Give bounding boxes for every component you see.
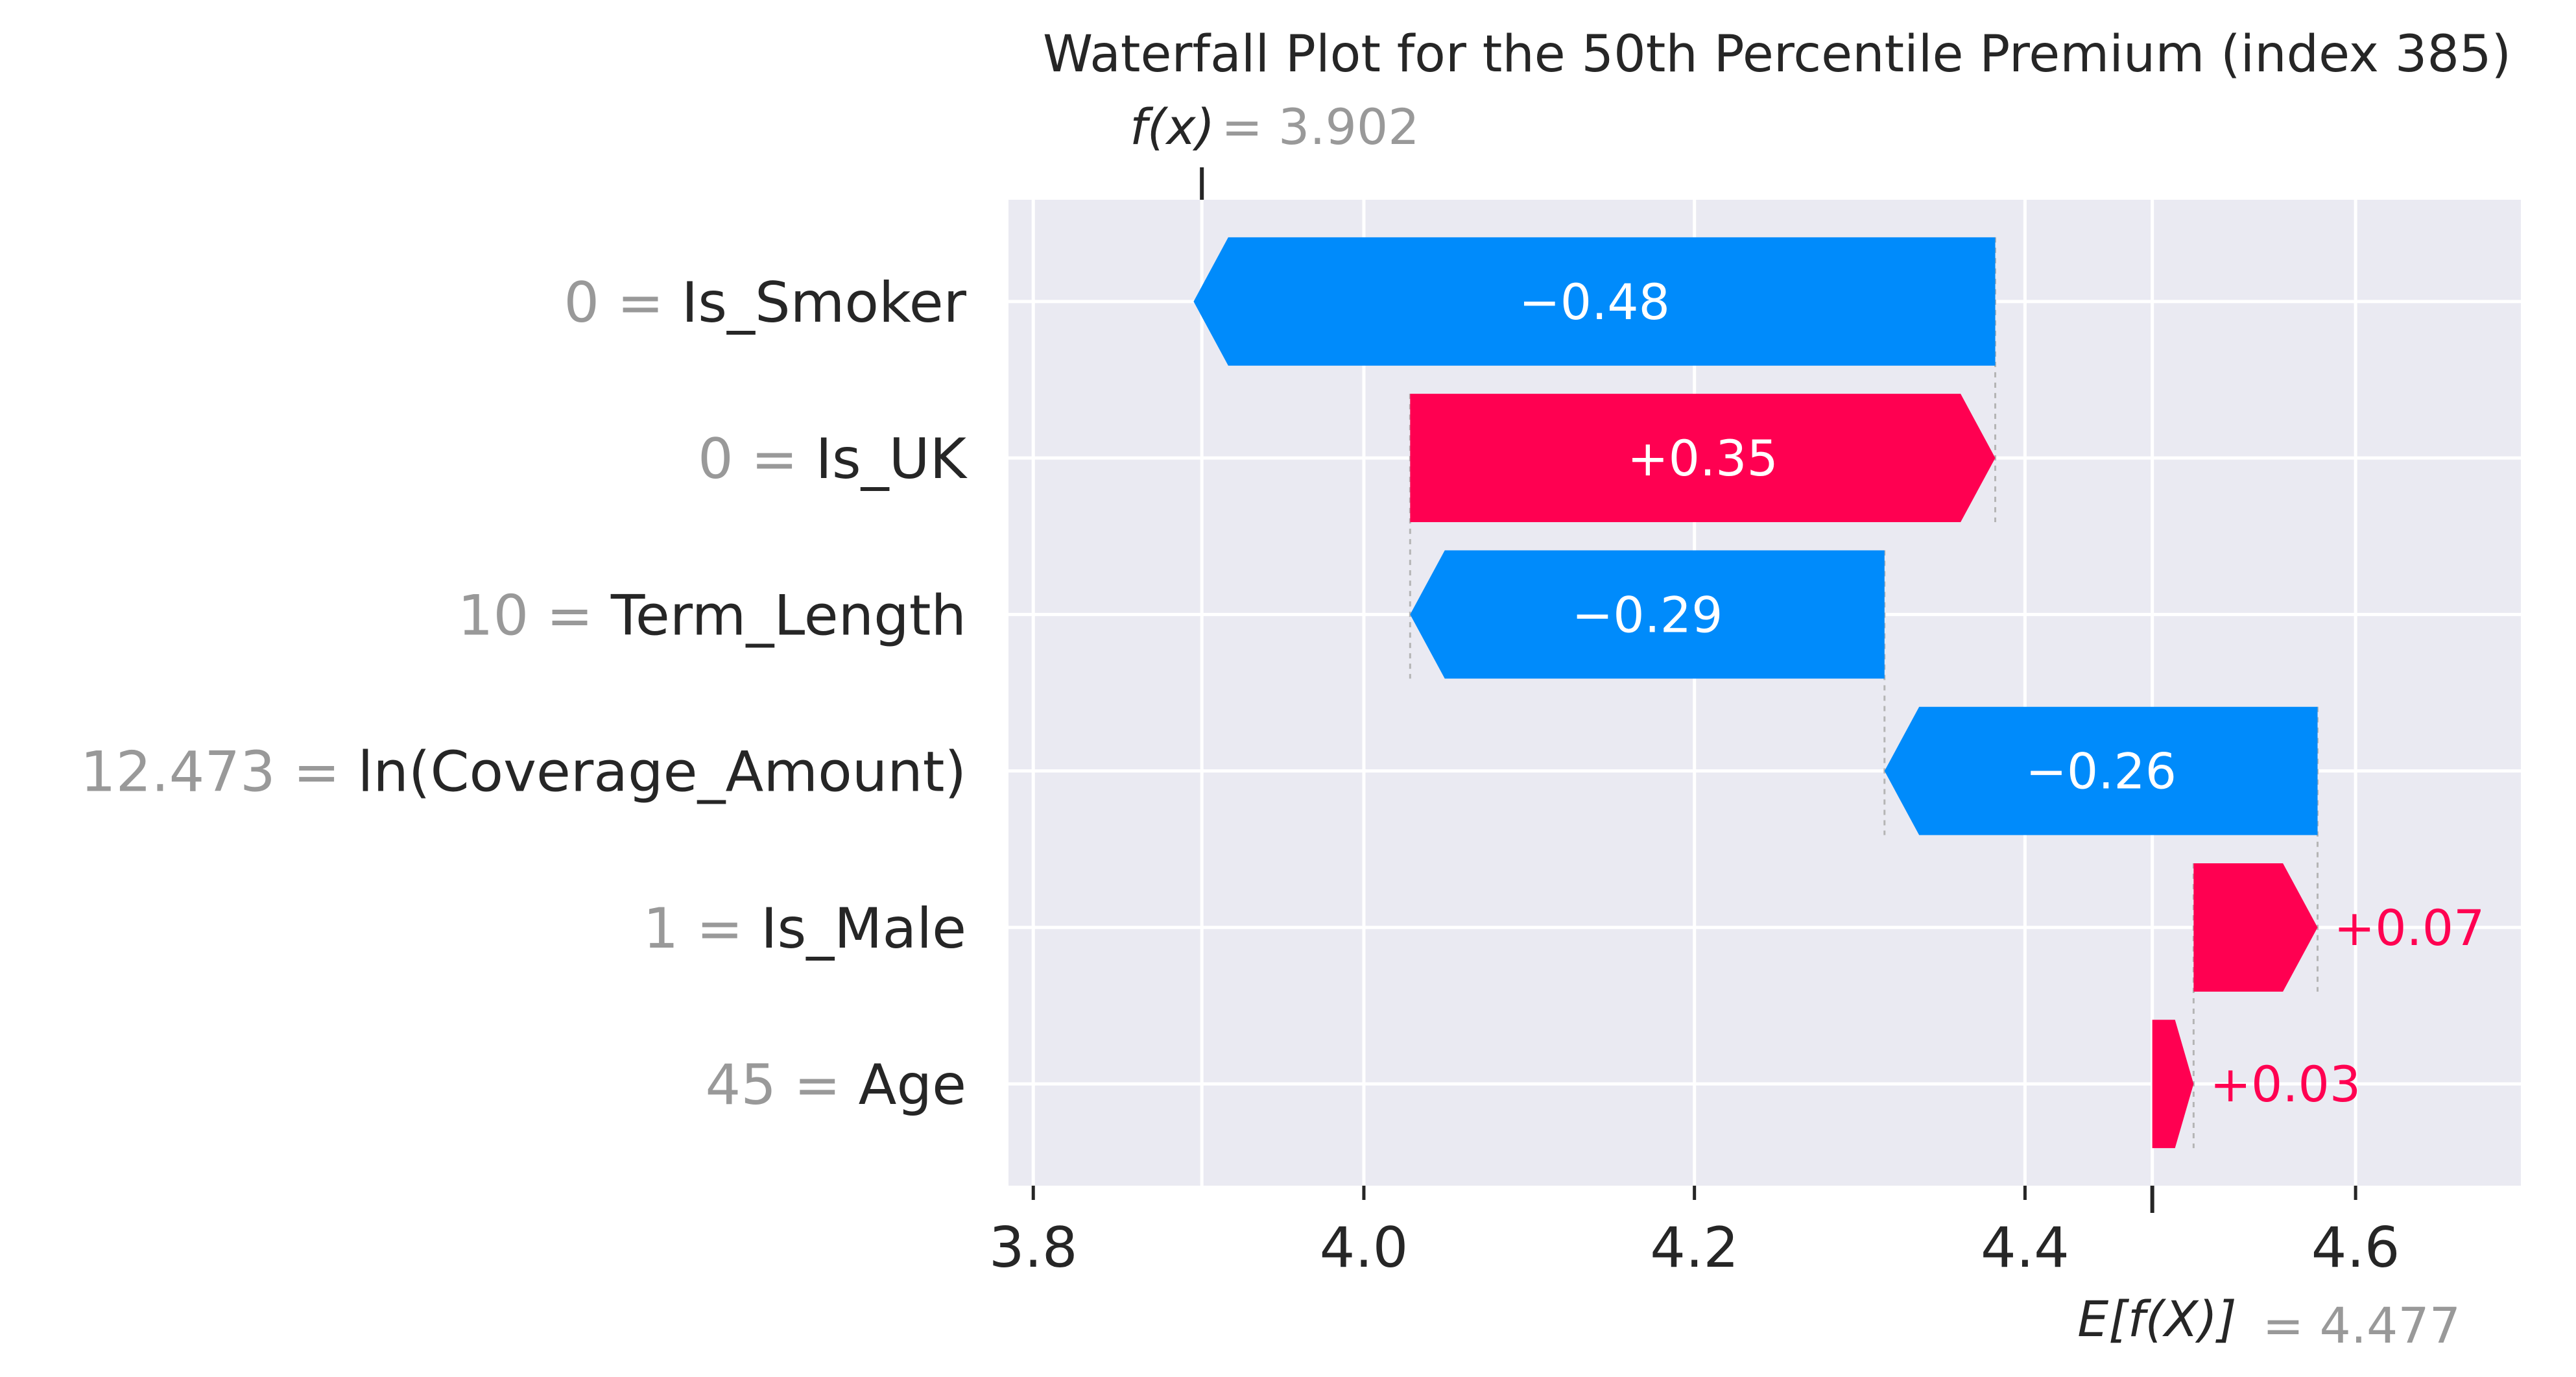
y-axis-label: 0 = Is_Smoker (564, 270, 966, 335)
feature-value: 0 = (564, 270, 681, 335)
feature-name: Is_Male (761, 896, 966, 961)
positive-bar (1410, 394, 1996, 523)
feature-name: Is_Smoker (682, 270, 967, 335)
y-axis-label: 1 = Is_Male (643, 896, 966, 961)
x-tick-label: 4.6 (2311, 1215, 2400, 1280)
negative-bar (1884, 706, 2318, 835)
bar-value-label: +0.03 (2210, 1055, 2361, 1113)
positive-bar (2193, 863, 2318, 992)
negative-bar (1410, 550, 1885, 679)
negative-bar (1193, 237, 1996, 366)
x-tick-label: 4.2 (1650, 1215, 1739, 1280)
feature-name: Age (859, 1053, 966, 1118)
x-tick-label: 4.0 (1320, 1215, 1409, 1280)
bar-value-label: +0.07 (2334, 899, 2485, 957)
bar-value-label: −0.26 (2025, 743, 2176, 800)
feature-value: 10 = (458, 583, 611, 648)
bar-value-label: +0.35 (1627, 429, 1778, 487)
y-axis-label: 0 = Is_UK (698, 427, 968, 492)
y-axis-label: 10 = Term_Length (458, 583, 966, 648)
feature-value: 12.473 = (80, 740, 358, 805)
efx-label: E[f(X)] (2077, 1290, 2236, 1348)
x-tick-label: 3.8 (989, 1215, 1078, 1280)
chart-title: Waterfall Plot for the 50th Percentile P… (1043, 25, 2511, 84)
x-tick-label: 4.4 (1981, 1215, 2069, 1280)
feature-name: Is_UK (815, 427, 968, 492)
bar-value-label: −0.48 (1519, 273, 1670, 331)
positive-bar (2152, 1020, 2194, 1149)
fx-label: f(x) (1130, 98, 1215, 156)
bar-value-label: −0.29 (1572, 586, 1723, 643)
y-axis-label: 12.473 = ln(Coverage_Amount) (80, 740, 966, 805)
feature-name: ln(Coverage_Amount) (358, 740, 966, 805)
feature-value: 1 = (643, 896, 761, 961)
annotations: f(x) = 3.902 E[f(X)] = 4.477 (1130, 98, 2461, 1354)
feature-value: 45 = (705, 1053, 858, 1118)
bars: −0.48 +0.35 −0.29 −0.26 +0.07 +0.03 (1193, 237, 2485, 1149)
fx-value: = 3.902 (1221, 98, 1419, 156)
feature-value: 0 = (698, 427, 815, 492)
y-axis-label: 45 = Age (705, 1053, 966, 1118)
efx-value: = 4.477 (2263, 1297, 2461, 1354)
x-axis: 3.8 4.0 4.2 4.4 4.6 (989, 1186, 2400, 1280)
feature-name: Term_Length (610, 583, 966, 648)
